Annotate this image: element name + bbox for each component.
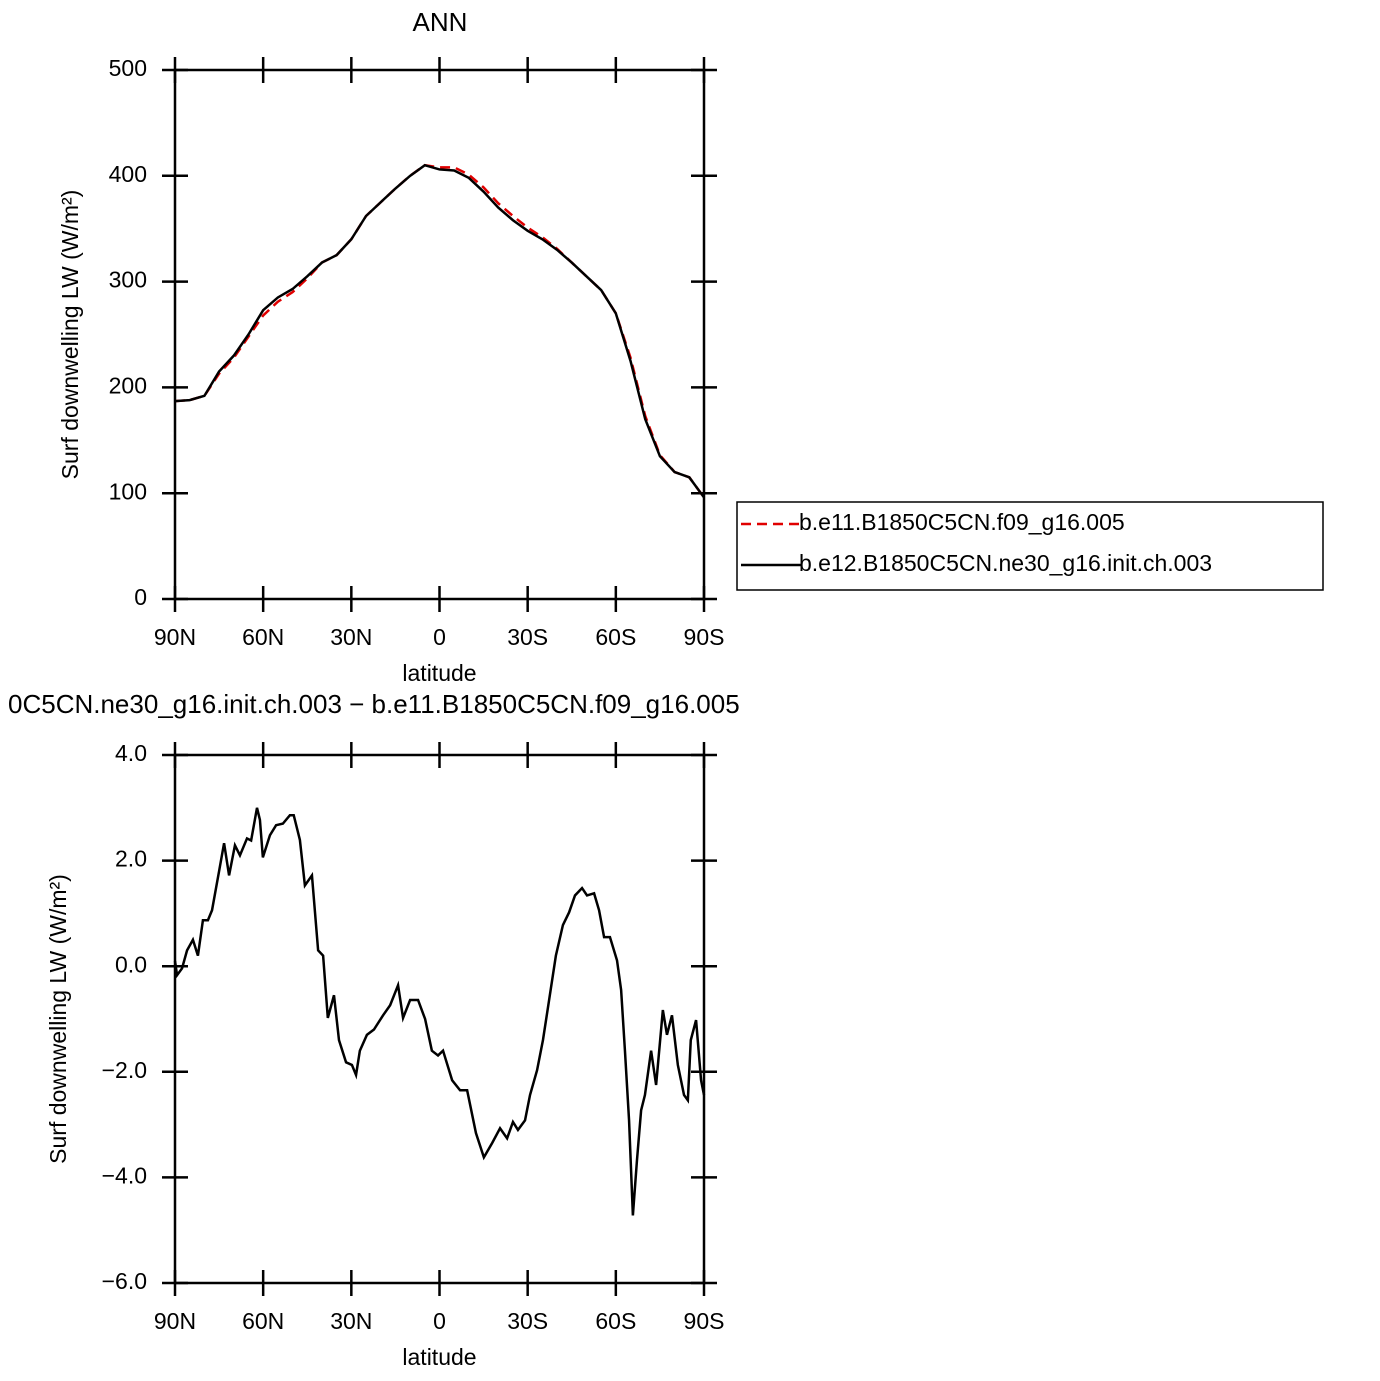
- y-tick-label: 2.0: [115, 846, 147, 872]
- y-tick-label: 400: [109, 161, 147, 187]
- x-tick-label: 90N: [154, 1308, 196, 1334]
- x-tick-label: 30N: [330, 624, 372, 650]
- x-tick-label: 60S: [595, 624, 636, 650]
- y-tick-label: 0: [134, 584, 147, 610]
- x-axis-label: latitude: [402, 1344, 476, 1370]
- chart-title: 0C5CN.ne30_g16.init.ch.003 − b.e11.B1850…: [8, 689, 740, 719]
- legend-label: b.e11.B1850C5CN.f09_g16.005: [799, 509, 1125, 535]
- y-tick-label: −6.0: [102, 1268, 147, 1294]
- x-tick-label: 0: [433, 1308, 446, 1334]
- y-tick-label: 500: [109, 55, 147, 81]
- x-tick-label: 60S: [595, 1308, 636, 1334]
- y-tick-label: −4.0: [102, 1162, 147, 1188]
- x-tick-label: 30N: [330, 1308, 372, 1334]
- data-line: [173, 807, 706, 1216]
- y-tick-label: 4.0: [115, 740, 147, 766]
- data-line: [174, 163, 706, 499]
- plot-frame: [173, 68, 706, 601]
- x-tick-label: 0: [433, 624, 446, 650]
- x-tick-label: 90S: [684, 624, 725, 650]
- legend-label: b.e12.B1850C5CN.ne30_g16.init.ch.003: [799, 550, 1212, 576]
- legend-box: [736, 501, 1324, 591]
- y-tick-label: 300: [109, 267, 147, 293]
- y-tick-label: 0.0: [115, 951, 147, 977]
- y-axis-label: Surf downwelling LW (W/m²): [57, 190, 83, 480]
- x-tick-label: 30S: [507, 1308, 548, 1334]
- chart-title: ANN: [413, 7, 468, 37]
- x-axis-label: latitude: [402, 660, 476, 686]
- x-tick-label: 30S: [507, 624, 548, 650]
- plot-frame: [173, 753, 706, 1285]
- x-tick-label: 60N: [242, 624, 284, 650]
- x-tick-label: 90S: [684, 1308, 725, 1334]
- y-tick-label: −2.0: [102, 1057, 147, 1083]
- x-tick-label: 60N: [242, 1308, 284, 1334]
- x-tick-label: 90N: [154, 624, 196, 650]
- y-axis-label: Surf downwelling LW (W/m²): [45, 874, 71, 1164]
- y-tick-label: 100: [109, 478, 147, 504]
- data-line: [174, 163, 706, 499]
- y-tick-label: 200: [109, 372, 147, 398]
